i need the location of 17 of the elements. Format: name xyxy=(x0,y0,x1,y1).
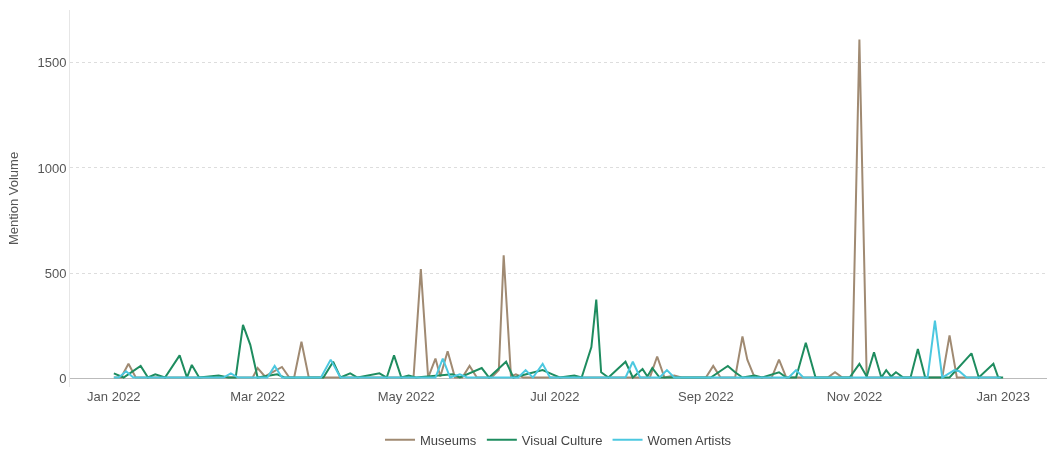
y-axis-title: Mention Volume xyxy=(6,151,22,246)
line-series xyxy=(112,319,1002,379)
y-tick-label: 0 xyxy=(59,371,67,387)
x-tick-label: May 2022 xyxy=(377,389,435,404)
x-tick-label: Sep 2022 xyxy=(678,389,734,404)
legend-label: Museums xyxy=(420,432,477,448)
y-tick-label: 1000 xyxy=(37,160,67,176)
y-tick-label: 500 xyxy=(44,265,67,281)
x-tick-label: Nov 2022 xyxy=(826,389,883,404)
line-series xyxy=(112,298,1005,379)
y-tick-label: 1500 xyxy=(37,55,67,71)
x-tick-label: Jan 2023 xyxy=(976,389,1030,404)
x-tick-label: Jan 2022 xyxy=(87,389,141,404)
legend-label: Women Artists xyxy=(647,432,732,448)
x-tick-label: Jul 2022 xyxy=(530,389,580,404)
x-tick-label: Mar 2022 xyxy=(230,389,286,404)
legend-label: Visual Culture xyxy=(521,432,603,448)
